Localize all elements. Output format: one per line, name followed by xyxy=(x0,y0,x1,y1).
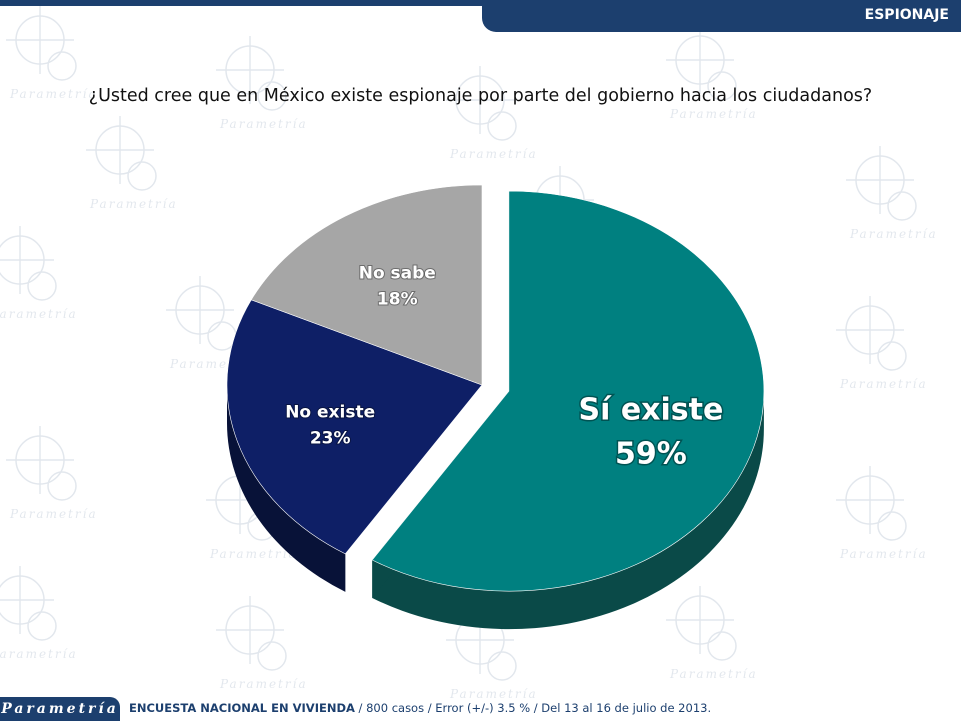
svg-text:Parametría: Parametría xyxy=(849,227,938,241)
slice-value-no-existe: 23% xyxy=(310,429,351,449)
watermark-tile: Parametría xyxy=(666,26,758,121)
svg-text:Parametría: Parametría xyxy=(839,547,928,561)
watermark-tile: Parametría xyxy=(0,566,78,661)
slice-value-no-sabe: 18% xyxy=(377,289,418,309)
section-tab-label: ESPIONAJE xyxy=(864,7,949,23)
watermark-tile: Parametría xyxy=(446,66,538,161)
svg-text:Parametría: Parametría xyxy=(669,107,758,121)
survey-name: ENCUESTA NACIONAL EN VIVIENDA xyxy=(129,701,355,715)
svg-text:Parametría: Parametría xyxy=(9,507,98,521)
pie-slice-si-existe xyxy=(371,190,765,592)
watermark-tile: Parametría xyxy=(216,596,308,691)
pie-slice-side-si-existe xyxy=(372,391,764,630)
watermark-tile: Parametría xyxy=(836,296,928,391)
svg-text:Parametría: Parametría xyxy=(89,197,178,211)
svg-text:Parametría: Parametría xyxy=(0,647,78,661)
slice-value-si-existe: 59% xyxy=(615,436,687,471)
svg-text:Parametría: Parametría xyxy=(209,547,298,561)
svg-text:Parametría: Parametría xyxy=(449,687,538,701)
slice-label-no-existe: No existe xyxy=(285,403,375,423)
svg-text:Parametría: Parametría xyxy=(839,377,928,391)
slice-label-no-sabe: No sabe xyxy=(359,263,436,283)
slice-label-si-existe: Sí existe xyxy=(578,392,723,427)
pie-slice-no-existe xyxy=(226,299,483,555)
watermark-tile: Parametría xyxy=(6,426,98,521)
watermark-tile: Parametría xyxy=(6,6,98,101)
watermark-tile: Parametría xyxy=(666,586,758,681)
pie-slice-no-sabe xyxy=(250,184,483,386)
top-bar xyxy=(0,0,961,6)
svg-text:Parametría: Parametría xyxy=(449,147,538,161)
survey-question: ¿Usted cree que en México existe espiona… xyxy=(88,86,873,106)
svg-text:Parametría: Parametría xyxy=(669,667,758,681)
brand-logo: Parametría xyxy=(0,697,120,721)
svg-text:Parametría: Parametría xyxy=(9,87,98,101)
watermark-tile: Parametría xyxy=(836,466,928,561)
svg-text:Parametría: Parametría xyxy=(0,307,78,321)
svg-text:Parametría: Parametría xyxy=(219,677,308,691)
footer: Parametría ENCUESTA NACIONAL EN VIVIENDA… xyxy=(0,697,961,721)
survey-details: / 800 casos / Error (+/-) 3.5 % / Del 13… xyxy=(354,701,712,715)
svg-text:Parametría: Parametría xyxy=(219,117,308,131)
watermark-tile: Parametría xyxy=(86,116,178,211)
survey-note: ENCUESTA NACIONAL EN VIVIENDA / 800 caso… xyxy=(129,701,711,715)
section-tab: ESPIONAJE xyxy=(482,0,961,32)
watermark-tile: Parametría xyxy=(846,146,938,241)
watermark-tile: Parametría xyxy=(216,36,308,131)
pie-slice-side-no-existe xyxy=(227,385,346,592)
watermark-tile: Parametría xyxy=(0,226,78,321)
